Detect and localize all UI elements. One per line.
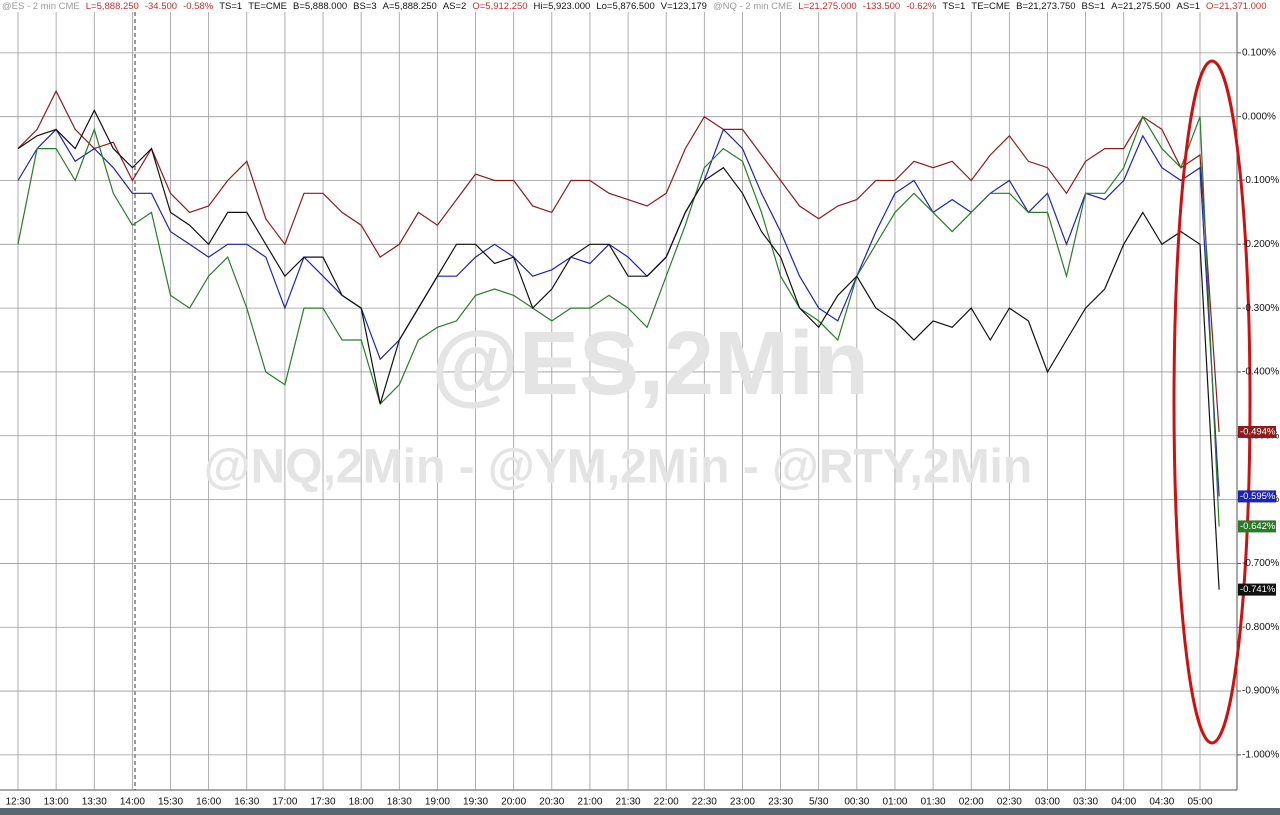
x-tick-label: 23:00 — [730, 797, 755, 808]
header-item: B=5,888.000 — [293, 1, 347, 12]
series-line — [17, 115, 1220, 527]
x-tick-label: 04:30 — [1149, 797, 1174, 808]
header-item: BS=3 — [353, 1, 377, 12]
x-tick-label: 19:30 — [463, 797, 488, 808]
header-item: Lo=5,876.500 — [596, 1, 654, 12]
header-item: B=21,273.750 — [1016, 1, 1075, 12]
header-item: Hi=5,923.000 — [534, 1, 591, 12]
header-item: A=21,275.500 — [1111, 1, 1170, 12]
grid — [0, 12, 1241, 790]
header-item: @ES - 2 min CME — [2, 1, 80, 12]
x-tick-label: 17:30 — [311, 797, 336, 808]
end-label-box — [1238, 520, 1276, 533]
header-item: V=123,179 — [661, 1, 707, 12]
x-tick-label: 20:30 — [539, 797, 564, 808]
y-tick-label: 0.000% — [1242, 111, 1276, 122]
y-tick-label: -0.200% — [1242, 239, 1279, 250]
header-item: AS=2 — [443, 1, 467, 12]
y-tick-label: -0.400% — [1242, 367, 1279, 378]
x-tick-label: 16:00 — [196, 797, 221, 808]
bottom-strip — [0, 808, 1280, 815]
x-tick-label: 04:00 — [1111, 797, 1136, 808]
header-item: L=21,275.000 — [798, 1, 856, 12]
x-tick-label: 18:30 — [387, 797, 412, 808]
watermark: @ES,2Min — [431, 314, 869, 414]
series-line — [17, 108, 1220, 590]
y-tick-label: 0.100% — [1242, 47, 1276, 58]
header-item: O=21,371.000 — [1206, 1, 1266, 12]
x-tick-label: 02:30 — [997, 797, 1022, 808]
x-tick-label: 21:00 — [577, 797, 602, 808]
header-item: TE=CME — [971, 1, 1010, 12]
header-item: @NQ - 2 min CME — [713, 1, 792, 12]
x-tick-label: 22:00 — [654, 797, 679, 808]
x-tick-label: 21:30 — [616, 797, 641, 808]
x-tick-label: 14:00 — [120, 797, 145, 808]
x-tick-label: 16:30 — [234, 797, 259, 808]
end-label-box — [1238, 490, 1276, 503]
y-tick-label: -0.100% — [1242, 175, 1279, 186]
end-label: -0.494% — [1240, 426, 1276, 437]
header-item: BS=1 — [1082, 1, 1106, 12]
end-label: -0.741% — [1240, 584, 1276, 595]
header-item: L=5,888.250 — [86, 1, 139, 12]
y-tick-label: -0.900% — [1242, 686, 1279, 697]
x-tick-label: 01:00 — [882, 797, 907, 808]
plot — [17, 89, 1220, 590]
x-tick-label: 03:00 — [1035, 797, 1060, 808]
y-tick-label: -1.000% — [1242, 750, 1279, 761]
end-label-box — [1238, 425, 1276, 438]
labels: 0.100% 0.000% -0.100% -0.200% -0.300% -0.400%… — [5, 47, 1279, 807]
watermark: @NQ,2Min - @YM,2Min - @RTY,2Min — [204, 441, 1032, 494]
header-item: -133.500 — [863, 1, 901, 12]
x-tick-label: 13:00 — [44, 797, 69, 808]
header-item: -0.58% — [183, 1, 214, 12]
header-item: TS=1 — [219, 1, 242, 12]
x-tick-label: 05:00 — [1187, 797, 1212, 808]
x-tick-label: 22:30 — [692, 797, 717, 808]
x-tick-label: 03:30 — [1073, 797, 1098, 808]
header-item: AS=1 — [1177, 1, 1201, 12]
x-tick-label: 19:00 — [425, 797, 450, 808]
x-tick-label: 23:30 — [768, 797, 793, 808]
x-tick-label: 17:00 — [272, 797, 297, 808]
header-item: -34.500 — [145, 1, 177, 12]
end-label-box — [1238, 583, 1276, 596]
series-line — [17, 128, 1220, 497]
x-tick-label: 15:30 — [158, 797, 183, 808]
header: @ES - 2 min CME L=5,888.250 -34.500 -0.58% T… — [2, 1, 1267, 12]
y-tick-label: -0.700% — [1242, 558, 1279, 569]
x-tick-label: 12:30 — [5, 797, 30, 808]
header-item: O=5,912.250 — [472, 1, 527, 12]
header-item: TS=1 — [942, 1, 965, 12]
highlight-oval — [1172, 59, 1252, 745]
header-item: -0.62% — [906, 1, 937, 12]
y-tick-label: -0.800% — [1242, 622, 1279, 633]
x-tick-label: 02:00 — [959, 797, 984, 808]
y-tick-label: -0.300% — [1242, 303, 1279, 314]
header-item: A=5,888.250 — [383, 1, 437, 12]
x-tick-label: 00:30 — [844, 797, 869, 808]
x-tick-label: 5/30 — [809, 797, 829, 808]
x-tick-label: 18:00 — [349, 797, 374, 808]
series-line — [17, 89, 1220, 433]
header-item: TE=CME — [248, 1, 287, 12]
x-tick-label: 13:30 — [82, 797, 107, 808]
end-label: -0.595% — [1240, 491, 1276, 502]
end-label: -0.642% — [1240, 521, 1276, 532]
x-tick-label: 01:30 — [921, 797, 946, 808]
x-tick-label: 20:00 — [501, 797, 526, 808]
